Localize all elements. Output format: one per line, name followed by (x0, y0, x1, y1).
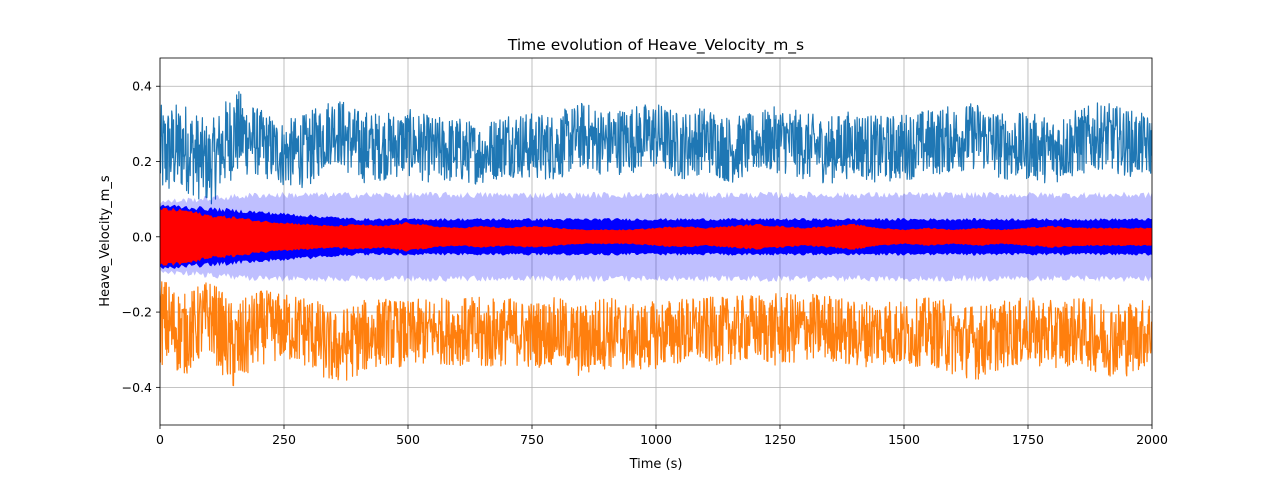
x-tick-label: 500 (396, 432, 420, 447)
chart-title: Time evolution of Heave_Velocity_m_s (507, 36, 804, 55)
y-tick-label: 0.4 (132, 79, 152, 94)
series-line-1 (160, 281, 1152, 387)
x-tick-label: 1250 (764, 432, 796, 447)
x-tick-label: 250 (272, 432, 296, 447)
y-tick-label: 0.0 (132, 229, 152, 244)
series-band-4 (160, 207, 1152, 266)
y-axis-label: Heave_Velocity_m_s (98, 175, 113, 307)
y-axis-ticks: −0.4 −0.2 0.0 0.2 0.4 (122, 79, 160, 395)
x-tick-label: 0 (156, 432, 164, 447)
y-tick-label: −0.2 (122, 305, 152, 320)
x-tick-label: 1500 (888, 432, 920, 447)
x-axis-ticks: 0 250 500 750 1000 1250 1500 1750 2000 (156, 425, 1168, 447)
y-tick-label: 0.2 (132, 154, 152, 169)
x-tick-label: 2000 (1136, 432, 1168, 447)
x-axis-label: Time (s) (629, 457, 683, 472)
x-tick-label: 1750 (1012, 432, 1044, 447)
x-tick-label: 1000 (640, 432, 672, 447)
x-tick-label: 750 (520, 432, 544, 447)
y-tick-label: −0.4 (122, 380, 152, 395)
series-line-0 (160, 91, 1152, 205)
series-layer (160, 91, 1152, 387)
